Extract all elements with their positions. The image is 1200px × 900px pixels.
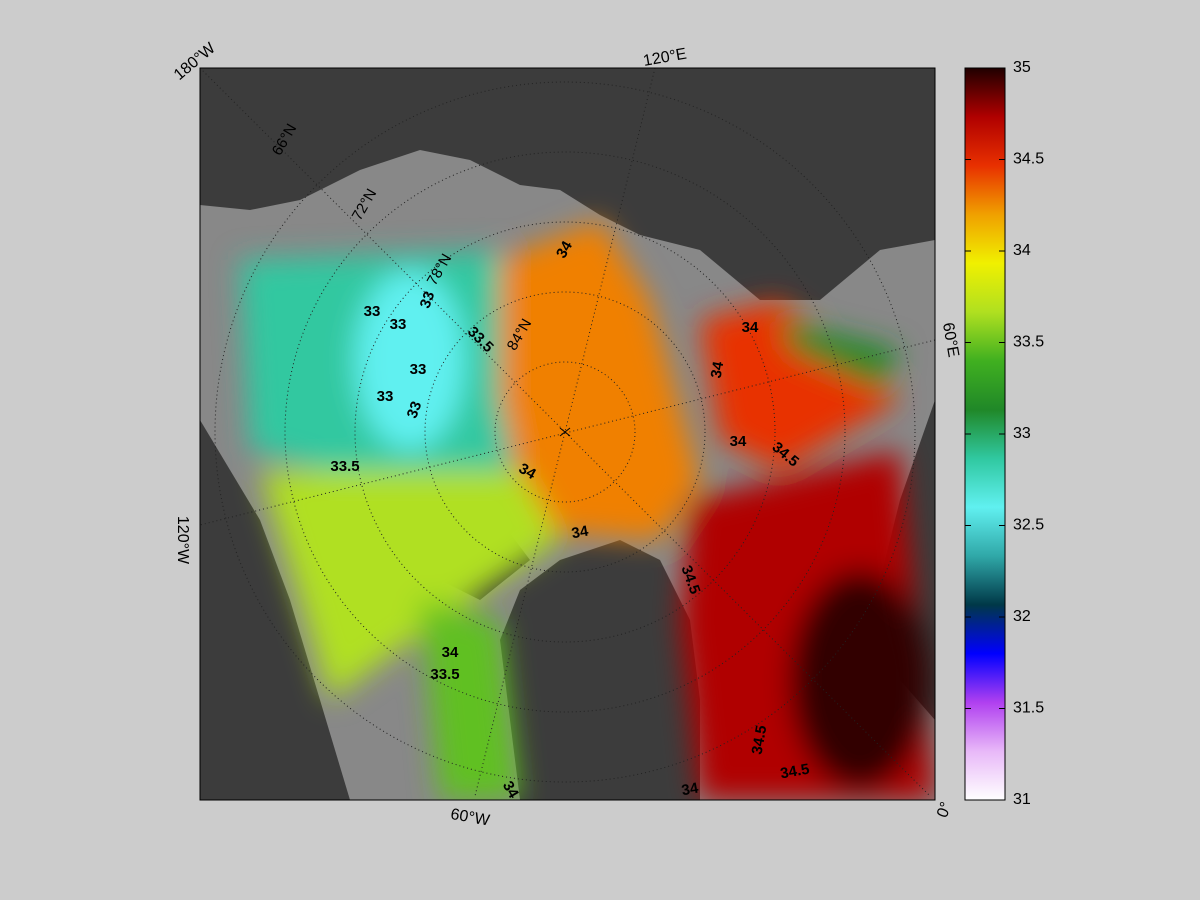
contour-label: 34 (442, 644, 459, 661)
contour-label: 33.5 (330, 458, 359, 475)
contour-label: 34.5 (749, 724, 771, 756)
colorbar-tick-label: 35 (1013, 59, 1031, 76)
longitude-label: 60°W (449, 806, 492, 830)
contour-label: 33.5 (430, 666, 459, 683)
contour-label: 33 (410, 361, 427, 378)
longitude-label: 60°E (939, 321, 962, 358)
colorbar-tick-label: 34 (1013, 242, 1031, 259)
colorbar-tick-label: 34.5 (1013, 151, 1044, 168)
pole-marker (559, 427, 571, 437)
contour-label: 34 (680, 780, 700, 800)
colorbar-tick-label: 31 (1013, 791, 1031, 808)
contour-label: 34 (516, 460, 540, 483)
contour-label: 34 (570, 523, 590, 543)
colorbar-tick-label: 32.5 (1013, 517, 1044, 534)
map-frame (199, 67, 936, 801)
contour-label: 34 (742, 319, 759, 336)
salinity-field (240, 220, 935, 800)
map (200, 68, 935, 800)
contour-label: 34 (730, 433, 747, 450)
colorbar-tick-label: 32 (1013, 608, 1031, 625)
contour-label: 33 (390, 316, 407, 333)
contour-label: 33 (404, 399, 426, 420)
longitude-label: 120°W (174, 516, 191, 565)
contour-label: 33 (417, 289, 439, 310)
graticule (200, 68, 935, 797)
map-labels: 180°W 120°E60°E0°60°W120°W66°N72°N78°N84°… (171, 39, 962, 829)
contour-label: 34 (553, 238, 576, 262)
contour-label: 33 (364, 303, 381, 320)
contour-label: 33 (377, 388, 394, 405)
contour-label: 34 (499, 778, 522, 802)
colorbar-tick-label: 33.5 (1013, 334, 1044, 351)
colorbar-tick-label: 33 (1013, 425, 1031, 442)
colorbar-tick-label: 31.5 (1013, 700, 1044, 717)
longitude-label: 0° (934, 800, 955, 820)
contour-label: 34 (708, 360, 728, 380)
contour-label: 34.5 (779, 761, 811, 783)
